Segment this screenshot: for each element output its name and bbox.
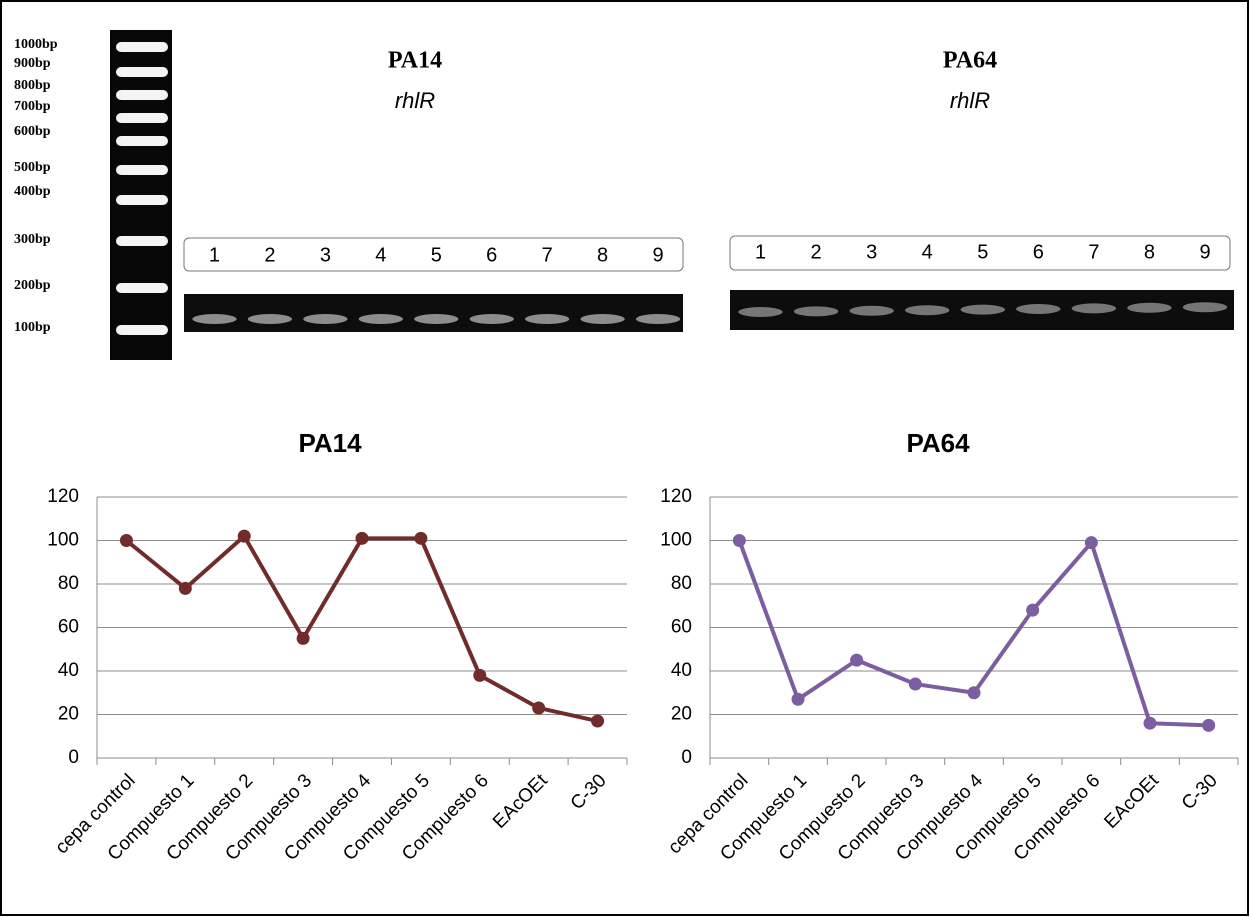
ladder-label: 900bp: [14, 56, 51, 71]
data-point: [120, 534, 133, 547]
data-point: [297, 632, 310, 645]
lane-number: 2: [264, 244, 275, 266]
gel-band: [525, 314, 569, 324]
gene-label: rhlR: [395, 88, 435, 113]
y-tick-label: 120: [47, 486, 79, 507]
ladder-label: 100bp: [14, 320, 51, 335]
ladder-band: [116, 113, 168, 123]
gel-band: [905, 305, 949, 315]
gel-image: [184, 294, 683, 332]
data-point: [414, 532, 427, 545]
data-point: [909, 678, 922, 691]
lane-number: 3: [866, 241, 877, 263]
data-point: [792, 693, 805, 706]
ladder-label: 300bp: [14, 232, 51, 247]
ladder-label: 800bp: [14, 78, 51, 93]
lane-number: 5: [431, 244, 442, 266]
lane-number: 8: [1144, 241, 1155, 263]
data-point: [356, 532, 369, 545]
lane-number: 7: [1088, 241, 1099, 263]
data-point: [1144, 717, 1157, 730]
y-tick-label: 80: [58, 573, 79, 594]
figure: PA14 rhlR PA64 rhlR 1000bp 900bp 800bp 700b…: [0, 0, 1250, 917]
gel-band: [1127, 303, 1171, 313]
ladder-label: 400bp: [14, 184, 51, 199]
y-tick-label: 20: [58, 704, 79, 725]
lane-number: 1: [755, 241, 766, 263]
gel-title: PA14: [388, 48, 442, 74]
ladder-label: 600bp: [14, 124, 51, 139]
lane-number: 5: [977, 241, 988, 263]
gel-band: [849, 306, 893, 316]
y-tick-label: 0: [68, 747, 79, 768]
y-tick-label: 80: [671, 573, 692, 594]
lane-number: 9: [1199, 241, 1210, 263]
gel-band: [738, 307, 782, 317]
gel-band: [192, 314, 236, 324]
lane-number: 4: [375, 244, 386, 266]
data-point: [968, 686, 981, 699]
gel-band: [359, 314, 403, 324]
y-tick-label: 20: [671, 704, 692, 725]
lane-number: 1: [209, 244, 220, 266]
gel-band: [470, 314, 514, 324]
ladder-band: [116, 283, 168, 293]
ladder-band: [116, 42, 168, 52]
chart-title: PA64: [906, 428, 970, 458]
gel-band: [580, 314, 624, 324]
lane-number: 4: [922, 241, 933, 263]
gel-band: [1072, 303, 1116, 313]
lane-number: 6: [486, 244, 497, 266]
lane-number: 8: [597, 244, 608, 266]
lane-number: 2: [811, 241, 822, 263]
ladder-label: 700bp: [14, 99, 51, 114]
y-tick-label: 60: [671, 617, 692, 638]
ladder-label: 1000bp: [14, 37, 58, 52]
ladder-band: [116, 195, 168, 205]
y-tick-label: 100: [660, 530, 692, 551]
lane-number: 9: [652, 244, 663, 266]
y-tick-label: 0: [681, 747, 692, 768]
gel-band: [1016, 304, 1060, 314]
lane-number: 6: [1033, 241, 1044, 263]
y-tick-label: 100: [47, 530, 79, 551]
ladder-band: [116, 67, 168, 77]
gel-band: [248, 314, 292, 324]
lane-number: 7: [542, 244, 553, 266]
lane-number: 3: [320, 244, 331, 266]
data-point: [532, 701, 545, 714]
data-point: [1085, 536, 1098, 549]
y-tick-label: 40: [671, 660, 692, 681]
data-point: [238, 530, 251, 543]
data-point: [1202, 719, 1215, 732]
ladder-band: [116, 90, 168, 100]
gel-title: PA64: [943, 48, 997, 74]
gel-band: [794, 306, 838, 316]
data-point: [733, 534, 746, 547]
ladder-band: [116, 136, 168, 146]
gel-band: [636, 314, 680, 324]
ladder-band: [116, 236, 168, 246]
data-point: [591, 715, 604, 728]
y-tick-label: 60: [58, 617, 79, 638]
ladder-band: [116, 165, 168, 175]
data-point: [473, 669, 486, 682]
ladder-label: 200bp: [14, 278, 51, 293]
gel-band: [1183, 302, 1227, 312]
gel-band: [303, 314, 347, 324]
gene-label: rhlR: [950, 88, 990, 113]
data-point: [1026, 604, 1039, 617]
gel-band: [961, 305, 1005, 315]
data-point: [179, 582, 192, 595]
y-tick-label: 120: [660, 486, 692, 507]
y-tick-label: 40: [58, 660, 79, 681]
gel-band: [414, 314, 458, 324]
ladder-band: [116, 325, 168, 335]
chart-title: PA14: [298, 428, 362, 458]
ladder-label: 500bp: [14, 160, 51, 175]
data-point: [850, 654, 863, 667]
